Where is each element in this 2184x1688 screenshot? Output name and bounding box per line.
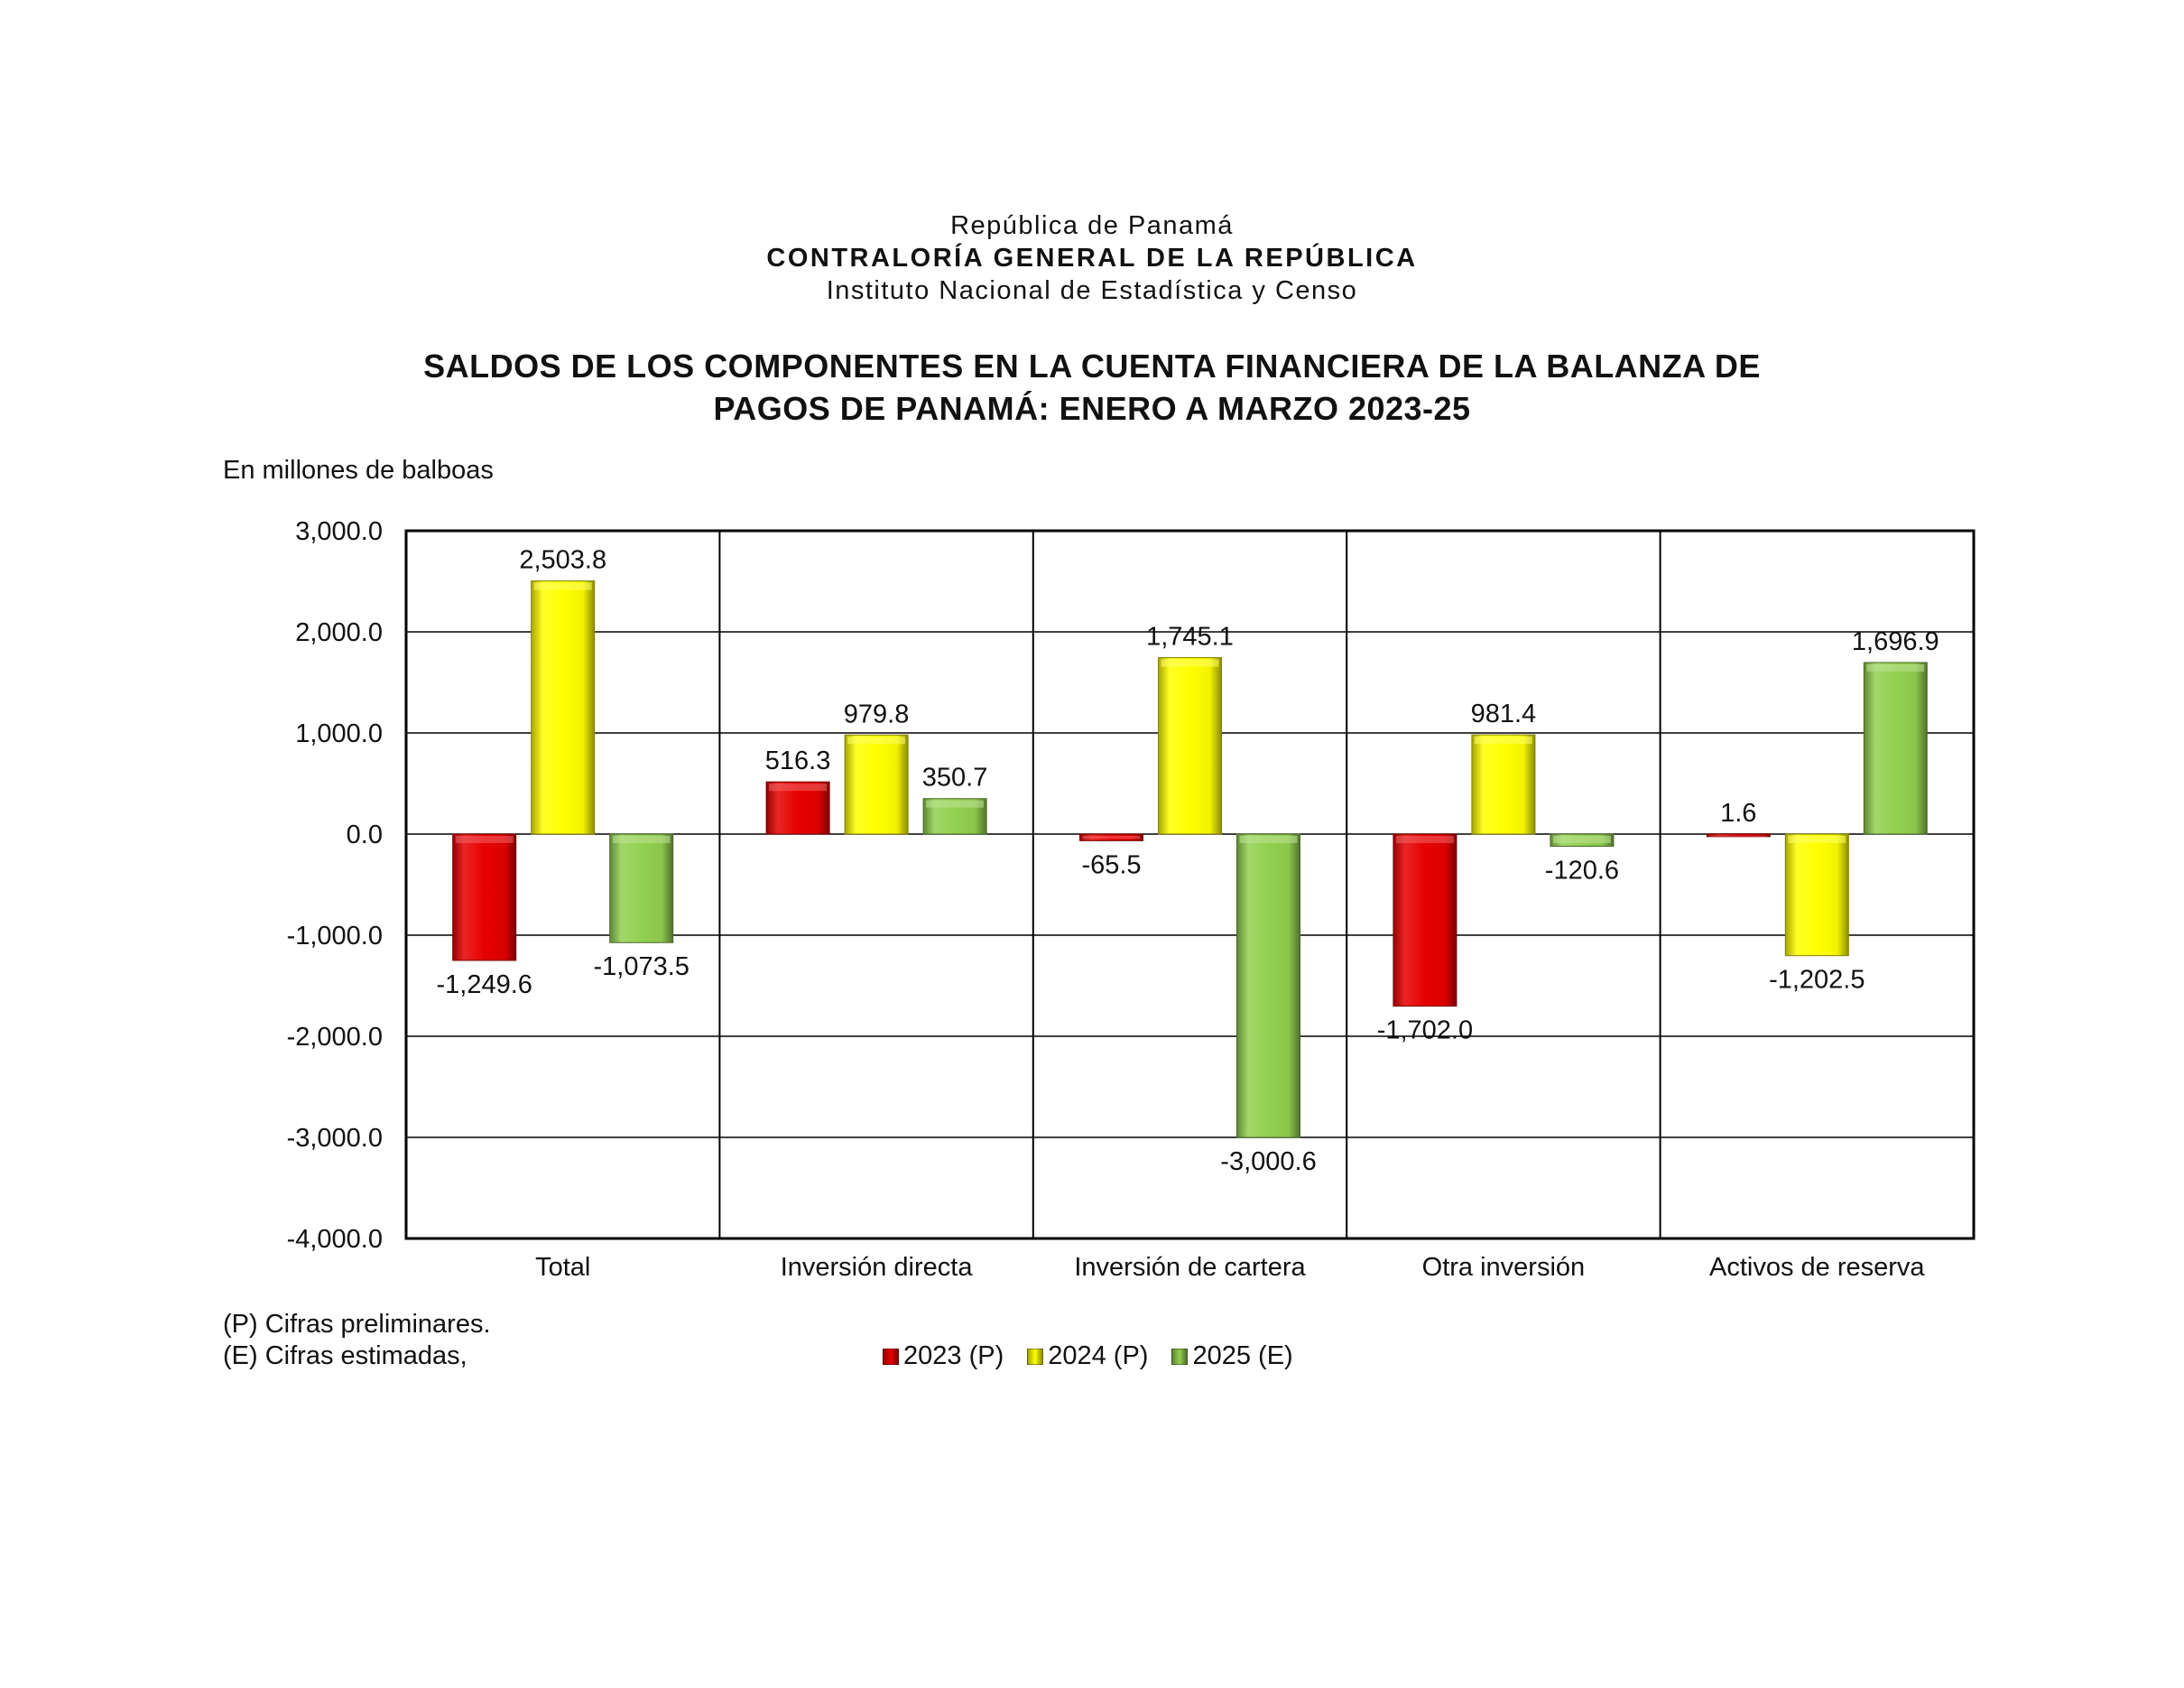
data-labels: -1,249.6 2,503.8 -1,073.5 516.3 979.8 350.7 -6…: [436, 546, 1939, 1176]
bar: [1471, 734, 1536, 835]
data-label: 979.8: [844, 700, 910, 728]
x-tick-label: Total: [535, 1253, 590, 1282]
data-label: -120.6: [1545, 857, 1619, 886]
data-label: -65.5: [1081, 850, 1141, 879]
data-label: -1,249.6: [436, 970, 532, 999]
bar-highlight: [1395, 836, 1454, 843]
x-tick-label: Otra inversión: [1422, 1253, 1586, 1282]
y-tick-label: -4,000.0: [287, 1225, 383, 1254]
data-label: 981.4: [1471, 700, 1537, 728]
bar-highlight: [1552, 836, 1611, 843]
bar-highlight: [1788, 836, 1846, 843]
data-label: 1,745.1: [1146, 623, 1234, 652]
bar: [531, 580, 596, 835]
legend-item: 2024 (P): [1027, 1341, 1148, 1371]
x-tick-label: Inversión de cartera: [1074, 1253, 1306, 1282]
x-axis-labels: Total Inversión directa Inversión de carte…: [535, 1253, 1925, 1282]
legend-swatch: [883, 1348, 899, 1365]
data-label: -3,000.6: [1220, 1147, 1316, 1176]
bar-highlight: [1239, 836, 1298, 843]
y-tick-label: 2,000.0: [295, 618, 383, 647]
data-label: 1,696.9: [1852, 627, 1939, 656]
bar: [1158, 657, 1222, 835]
chart-title-line2: PAGOS DE PANAMÁ: ENERO A MARZO 2023-25: [713, 390, 1471, 427]
unit-label: En millones de balboas: [223, 456, 494, 485]
y-tick-label: 3,000.0: [295, 517, 383, 546]
bar-highlight: [1161, 659, 1219, 667]
data-label: 350.7: [922, 764, 988, 793]
data-label: 1.6: [1720, 799, 1756, 828]
y-axis-labels: 3,000.0 2,000.0 1,000.0 0.0 -1,000.0 -2,000.0…: [287, 517, 383, 1254]
note-estimated: (E) Cifras estimadas,: [223, 1341, 467, 1370]
data-label: 2,503.8: [519, 546, 606, 575]
data-label: -1,702.0: [1377, 1016, 1473, 1045]
y-tick-label: -3,000.0: [287, 1124, 383, 1153]
bar-highlight: [533, 582, 592, 590]
note-preliminary: (P) Cifras preliminares.: [223, 1310, 491, 1339]
bar-highlight: [769, 784, 828, 792]
plot-frame: [404, 529, 1976, 1240]
y-tick-label: 0.0: [347, 821, 383, 849]
bar: [1393, 833, 1458, 1007]
bar: [452, 833, 517, 961]
legend-label: 2024 (P): [1048, 1341, 1149, 1370]
bar-highlight: [455, 836, 514, 843]
chart-title-line1: SALDOS DE LOS COMPONENTES EN LA CUENTA F…: [423, 348, 1761, 385]
x-tick-label: Activos de reserva: [1709, 1253, 1925, 1282]
plot-border: [404, 529, 1976, 1240]
legend-label: 2023 (P): [903, 1341, 1004, 1370]
data-label: 516.3: [765, 747, 831, 775]
legend-swatch: [1027, 1348, 1044, 1365]
bar: [1863, 662, 1928, 835]
y-tick-label: 1,000.0: [295, 719, 383, 748]
legend-label: 2025 (E): [1192, 1341, 1293, 1370]
bar: [609, 833, 674, 943]
organization-name: CONTRALORÍA GENERAL DE LA REPÚBLICA: [766, 244, 1418, 273]
legend: 2023 (P) 2024 (P) 2025 (E): [883, 1341, 1317, 1371]
bar: [844, 734, 909, 835]
data-label: -1,073.5: [593, 952, 689, 981]
bar-highlight: [1474, 737, 1532, 745]
x-tick-label: Inversión directa: [781, 1253, 974, 1282]
bar-highlight: [1082, 836, 1141, 839]
chart-title: SALDOS DE LOS COMPONENTES EN LA CUENTA F…: [0, 345, 2184, 430]
bar-highlight: [1709, 835, 1768, 837]
bar: [1784, 833, 1849, 957]
bar: [1236, 833, 1300, 1138]
bar-highlight: [926, 800, 985, 808]
bar-highlight: [612, 836, 671, 843]
bars: [452, 580, 1928, 1138]
institute-name: Instituto Nacional de Estadística y Cens…: [826, 276, 1358, 305]
legend-item: 2023 (P): [883, 1341, 1004, 1371]
y-tick-label: -2,000.0: [287, 1023, 383, 1052]
legend-swatch: [1171, 1348, 1189, 1365]
data-label: -1,202.5: [1769, 966, 1865, 995]
country-name: República de Panamá: [950, 211, 1234, 240]
bar-highlight: [1866, 663, 1925, 672]
bar-highlight: [847, 737, 906, 745]
y-tick-label: -1,000.0: [287, 922, 383, 951]
legend-item: 2025 (E): [1171, 1341, 1293, 1371]
